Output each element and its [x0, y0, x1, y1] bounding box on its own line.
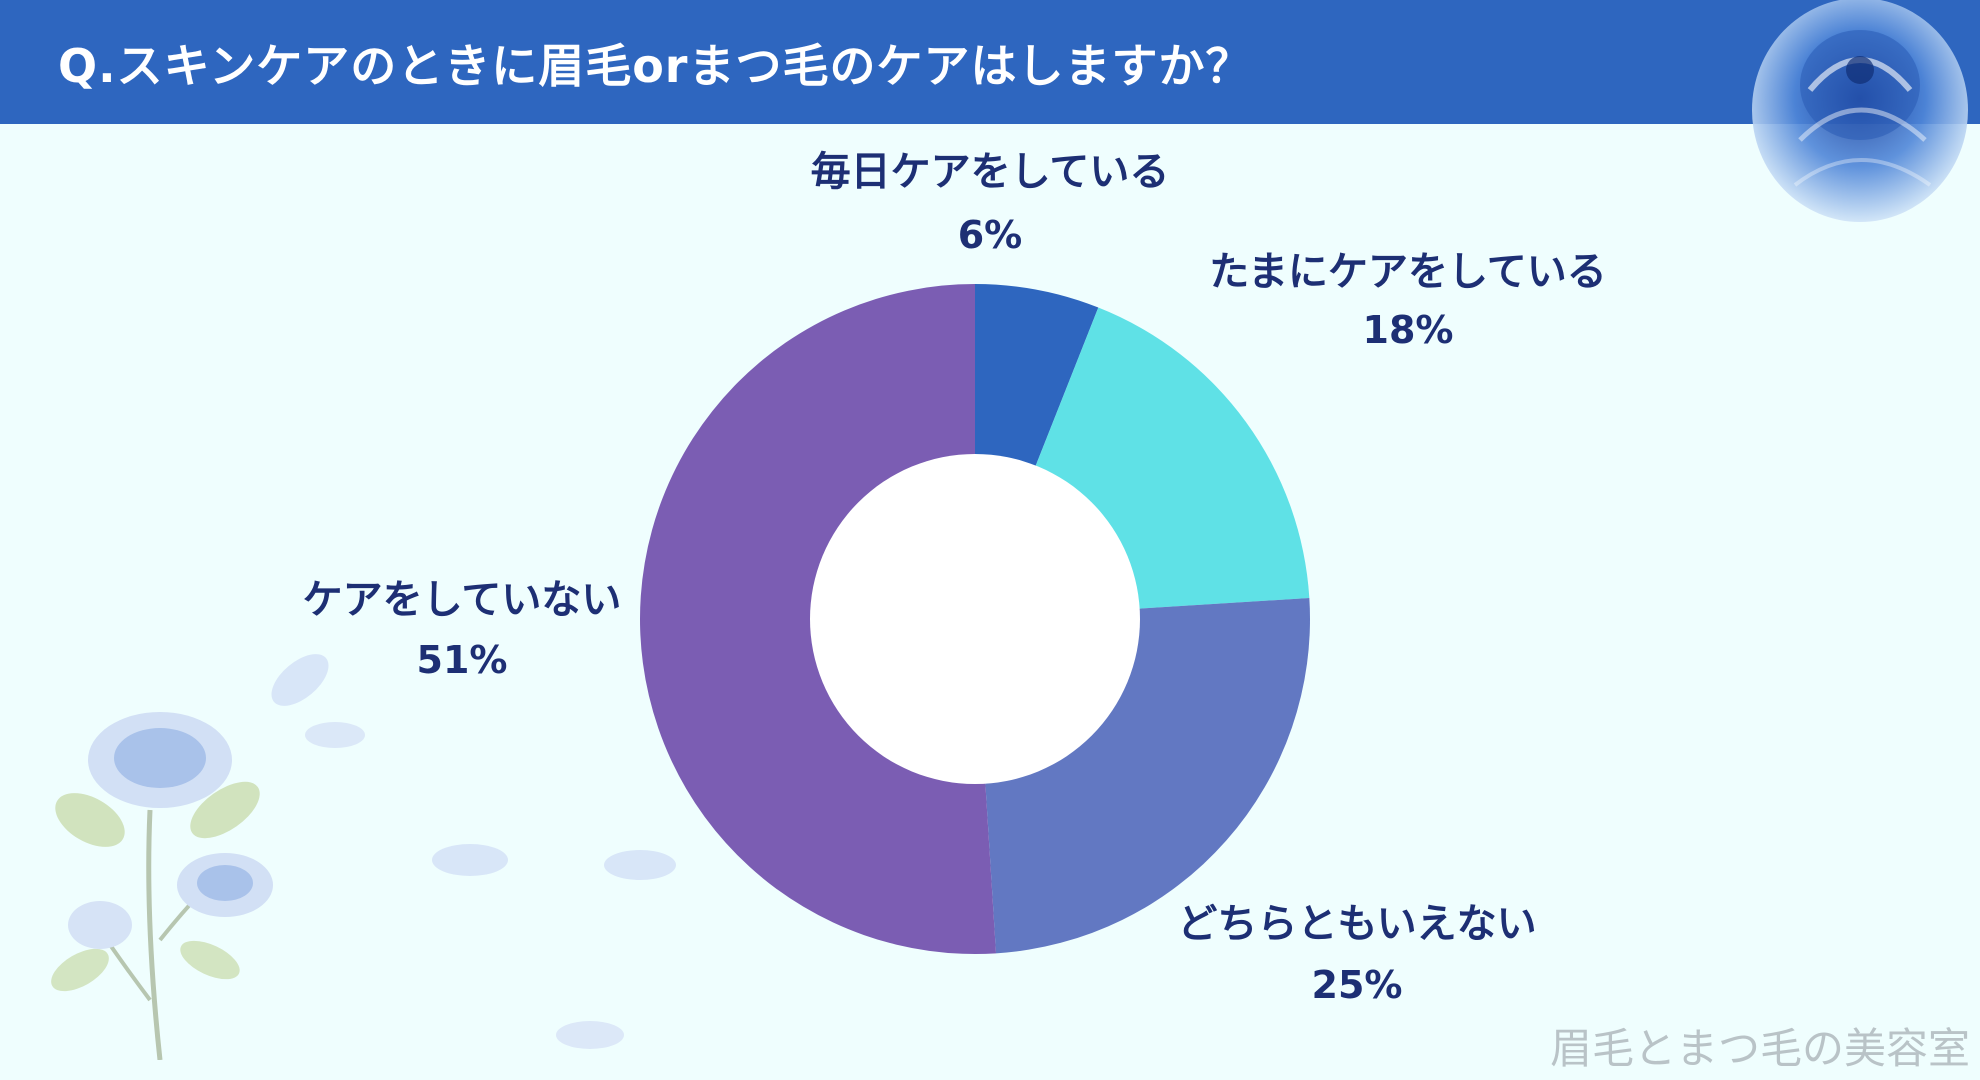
slice-label-daily: 毎日ケアをしている — [811, 149, 1170, 195]
blue-rose-icon — [1752, 0, 1968, 222]
petal-icon — [604, 850, 676, 880]
rose-branch-icon — [51, 712, 273, 1060]
petal-icon — [271, 654, 365, 748]
slice-label-sometimes: たまにケアをしている — [1209, 249, 1607, 295]
slice-label-none: ケアをしていない — [303, 577, 622, 623]
petal-icon — [432, 844, 508, 876]
slice-value-sometimes: 18% — [1363, 308, 1454, 352]
petal-icon — [556, 1021, 624, 1049]
slice-value-none: 51% — [417, 638, 508, 682]
donut-hole — [810, 454, 1140, 784]
page-title: Q.スキンケアのときに眉毛orまつ毛のケアはしますか？ — [58, 39, 1253, 93]
header-bar: Q.スキンケアのときに眉毛orまつ毛のケアはしますか？ — [0, 0, 1980, 124]
slice-value-neither: 25% — [1312, 963, 1403, 1007]
slice-label-neither: どちらともいえない — [1177, 901, 1536, 947]
slice-value-daily: 6% — [958, 213, 1023, 257]
watermark: 眉毛とまつ毛の美容室 — [1549, 1024, 1970, 1073]
